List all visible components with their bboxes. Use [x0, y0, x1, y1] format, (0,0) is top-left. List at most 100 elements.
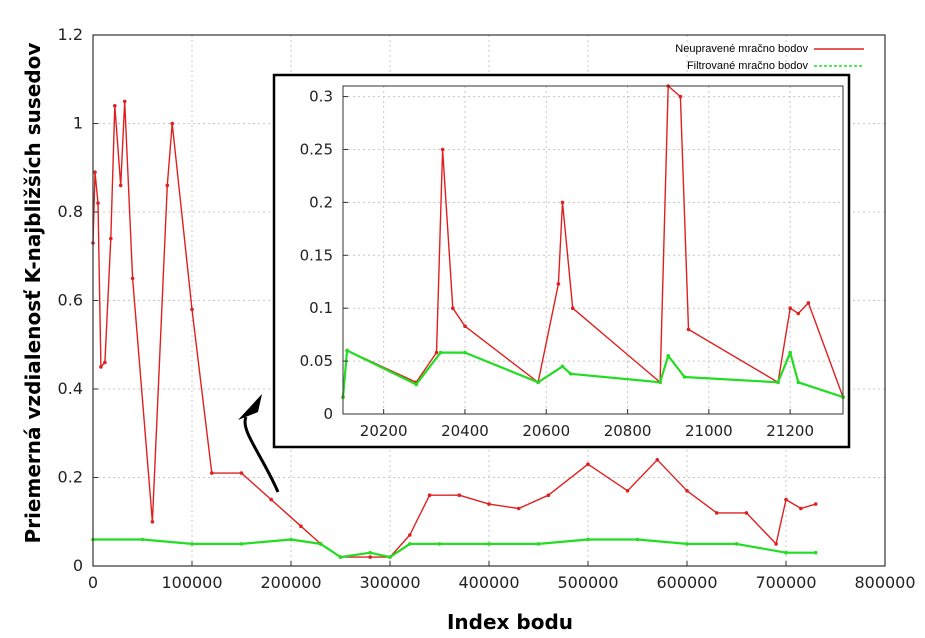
main-data-point-raw [586, 462, 590, 467]
main-data-point-raw [299, 524, 303, 528]
main-data-point-raw [408, 533, 412, 537]
main-y-tick-label: 0 [73, 556, 83, 575]
main-data-point-raw [546, 493, 551, 498]
main-data-point-raw [457, 493, 462, 498]
main-data-point-raw [170, 121, 174, 126]
main-data-point-raw [516, 506, 521, 511]
inset-callout-arrow [243, 416, 280, 493]
main-data-point-raw [190, 307, 194, 312]
inset-y-tick-label: 0.05 [300, 352, 333, 370]
inset-data-point-filtered [438, 350, 443, 355]
main-x-tick-label: 500000 [557, 573, 618, 592]
legend-label-raw: Neupravené mračno bodov [675, 43, 808, 55]
inset-data-point-filtered [666, 354, 670, 358]
main-x-tick-label: 200000 [260, 573, 321, 592]
inset-data-point-filtered [796, 380, 801, 385]
main-x-tick-label: 800000 [854, 573, 915, 592]
inset-data-point-raw [560, 200, 565, 205]
main-data-point-filtered [685, 542, 689, 546]
inset-data-point-filtered [463, 350, 467, 355]
main-series [91, 99, 818, 559]
main-data-point-raw [103, 360, 107, 365]
inset-data-point-raw [556, 282, 561, 286]
main-data-point-raw [210, 471, 214, 475]
main-data-point-raw [368, 555, 373, 559]
main-data-point-raw [96, 201, 100, 205]
inset-data-point-raw [788, 306, 792, 311]
main-data-point-filtered [289, 537, 293, 542]
inset-data-point-filtered [568, 372, 573, 376]
main-x-tick-label: 600000 [656, 573, 717, 592]
main-data-point-raw [427, 493, 432, 498]
main-data-point-filtered [635, 537, 640, 542]
main-data-point-raw [118, 183, 123, 188]
main-data-point-raw [99, 365, 103, 369]
main-data-point-raw [813, 502, 818, 506]
main-data-point-raw [625, 489, 630, 493]
main-x-tick-label: 0 [88, 573, 98, 592]
main-data-point-filtered [734, 542, 739, 546]
main-data-point-raw [130, 276, 135, 281]
inset-series-raw [342, 85, 844, 398]
inset-data-point-filtered [658, 380, 662, 385]
main-y-tick-label: 0.4 [58, 379, 83, 398]
main-data-point-filtered [536, 542, 541, 546]
main-data-point-filtered [437, 542, 442, 546]
inset-data-point-raw [463, 324, 467, 329]
main-data-point-raw [269, 497, 274, 502]
y-axis-title: Priemerná vzdialenosť K-najbližších suse… [21, 43, 45, 544]
main-data-point-filtered [388, 555, 392, 559]
inset-x-tick-label: 20600 [522, 422, 570, 440]
inset-x-tick-label: 20800 [604, 422, 652, 440]
main-data-point-filtered [408, 542, 412, 546]
legend: Neupravené mračno bodov Filtrované mračn… [675, 43, 864, 72]
inset-data-point-raw [440, 147, 445, 152]
inset-ticks: 20200 20400 20600 20800 21000 21200 0 0.05 0.1 0.… [300, 88, 814, 440]
main-y-tick-label: 0.6 [58, 291, 83, 310]
main-x-tick-label: 100000 [161, 573, 222, 592]
legend-label-filtered: Filtrované mračno bodov [687, 60, 809, 72]
main-data-point-raw [744, 511, 749, 515]
main-data-point-raw [150, 520, 155, 524]
main-data-point-filtered [813, 550, 818, 555]
x-axis-title: Index bodu [447, 610, 573, 634]
inset-y-tick-label: 0.15 [300, 246, 333, 264]
inset-data-point-raw [451, 306, 455, 311]
inset-data-point-raw [678, 94, 683, 99]
inset-y-tick-label: 0 [323, 405, 333, 423]
inset-y-tick-label: 0.3 [309, 88, 333, 106]
inset-data-point-filtered [536, 380, 540, 385]
inset-x-tick-label: 21200 [766, 422, 814, 440]
main-ticks: 0 100000 200000 300000 400000 500000 600000 700… [58, 25, 916, 592]
arrow-head-icon [238, 394, 262, 420]
main-data-point-raw [487, 502, 491, 506]
main-x-tick-label: 400000 [458, 573, 519, 592]
main-data-point-filtered [586, 537, 590, 542]
main-y-tick-label: 1 [73, 114, 83, 133]
inset-data-point-filtered [560, 364, 565, 369]
main-data-point-raw [165, 183, 170, 188]
inset-x-tick-label: 20400 [441, 422, 489, 440]
main-data-point-filtered [487, 542, 491, 546]
main-data-point-filtered [784, 550, 788, 555]
main-data-point-raw [113, 104, 117, 108]
main-data-point-raw [799, 506, 803, 511]
main-data-point-raw [93, 170, 97, 174]
main-data-point-raw [685, 489, 689, 493]
main-y-tick-label: 0.8 [58, 202, 83, 221]
main-data-point-filtered [338, 555, 343, 559]
main-data-point-filtered [140, 537, 145, 542]
main-y-tick-label: 0.2 [58, 468, 83, 487]
inset-y-tick-label: 0.2 [309, 193, 333, 211]
inset-data-point-raw [806, 301, 811, 305]
main-data-point-filtered [190, 542, 194, 546]
main-data-point-raw [239, 471, 244, 475]
main-data-point-raw [655, 458, 660, 462]
main-data-point-raw [774, 542, 778, 546]
inset-y-tick-label: 0.25 [300, 140, 333, 158]
main-data-point-filtered [368, 550, 373, 555]
inset-y-tick-label: 0.1 [309, 299, 333, 317]
main-y-tick-label: 1.2 [58, 25, 83, 44]
inset-data-point-raw [570, 306, 575, 311]
